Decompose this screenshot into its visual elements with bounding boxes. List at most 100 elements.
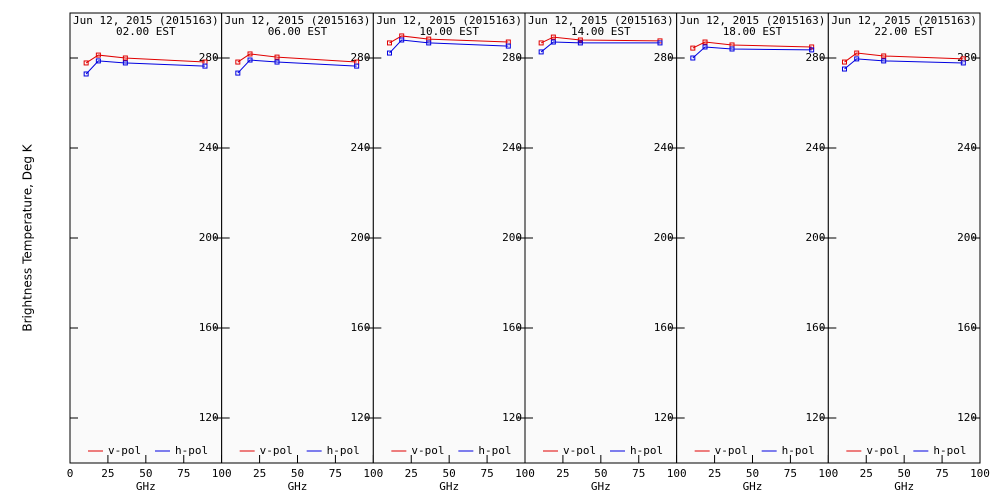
- point-marker: [881, 53, 887, 59]
- panel-frame: [676, 12, 829, 464]
- point-marker: [274, 59, 280, 65]
- y-tick-label: 160: [350, 321, 370, 334]
- y-tick-label: 160: [957, 321, 977, 334]
- point-marker: [538, 40, 544, 46]
- x-axis-label: GHz: [894, 480, 914, 493]
- y-tick-label: 280: [350, 51, 370, 64]
- point-marker: [95, 58, 101, 64]
- point-marker: [399, 37, 405, 43]
- point-marker: [505, 43, 511, 49]
- point-marker: [83, 60, 89, 66]
- panel-frame: [827, 12, 981, 464]
- point-marker: [854, 50, 860, 56]
- y-axis-label: Brightness Temperature, Deg K: [21, 143, 35, 331]
- series-line: [540, 36, 660, 44]
- x-axis-label: GHz: [439, 480, 459, 493]
- series-line: [389, 39, 509, 54]
- y-tick-label: 200: [502, 231, 522, 244]
- panel-subtitle: 22.00 EST: [874, 25, 934, 38]
- y-tick-label: 280: [199, 51, 219, 64]
- x-tick-label: 100: [212, 467, 232, 480]
- y-tick-label: 200: [805, 231, 825, 244]
- panel-frame: [221, 12, 374, 464]
- point-marker: [809, 47, 815, 53]
- legend-label: v-pol: [563, 444, 596, 457]
- y-tick-label: 280: [502, 51, 522, 64]
- x-tick-label: 25: [101, 467, 114, 480]
- x-tick-label: 75: [177, 467, 190, 480]
- legend-label: v-pol: [411, 444, 444, 457]
- y-tick-label: 160: [502, 321, 522, 334]
- point-marker: [577, 40, 583, 46]
- point-marker: [854, 56, 860, 62]
- panel-subtitle: 10.00 EST: [419, 25, 479, 38]
- x-tick-label: 50: [139, 467, 152, 480]
- legend-label: h-pol: [327, 444, 360, 457]
- series-line: [540, 41, 660, 53]
- y-tick-label: 120: [199, 411, 219, 424]
- y-tick-label: 200: [654, 231, 674, 244]
- y-tick-label: 240: [350, 141, 370, 154]
- x-tick-label: 50: [746, 467, 759, 480]
- x-tick-label: 25: [860, 467, 873, 480]
- y-tick-label: 200: [957, 231, 977, 244]
- x-tick-label: 75: [632, 467, 645, 480]
- point-marker: [538, 49, 544, 55]
- panel-frame: [372, 12, 526, 464]
- point-marker: [657, 40, 663, 46]
- point-marker: [274, 54, 280, 60]
- panel-title: Jun 12, 2015 (2015163): [528, 14, 674, 27]
- x-tick-label: 75: [935, 467, 948, 480]
- series-line: [85, 60, 206, 75]
- y-tick-label: 240: [805, 141, 825, 154]
- legend-label: v-pol: [108, 444, 141, 457]
- x-axis-label: GHz: [743, 480, 763, 493]
- panel-subtitle: 06.00 EST: [268, 25, 328, 38]
- point-marker: [702, 44, 708, 50]
- panel-subtitle: 14.00 EST: [571, 25, 631, 38]
- point-marker: [960, 60, 966, 66]
- point-marker: [841, 66, 847, 72]
- point-marker: [202, 63, 208, 69]
- x-tick-label: 100: [363, 467, 383, 480]
- x-tick-label: 50: [898, 467, 911, 480]
- y-tick-label: 120: [502, 411, 522, 424]
- point-marker: [235, 59, 241, 65]
- legend-label: v-pol: [260, 444, 293, 457]
- x-tick-label: 0: [67, 467, 74, 480]
- point-marker: [122, 60, 128, 66]
- y-tick-label: 160: [654, 321, 674, 334]
- legend-label: v-pol: [715, 444, 748, 457]
- x-tick-label: 75: [784, 467, 797, 480]
- point-marker: [550, 39, 556, 45]
- point-marker: [247, 57, 253, 63]
- legend-label: h-pol: [782, 444, 815, 457]
- y-tick-label: 160: [199, 321, 219, 334]
- series-line: [844, 58, 964, 70]
- panel-title: Jun 12, 2015 (2015163): [376, 14, 522, 27]
- point-marker: [841, 59, 847, 65]
- panel-frame: [524, 12, 678, 464]
- x-axis-label: GHz: [136, 480, 156, 493]
- x-tick-label: 100: [667, 467, 687, 480]
- legend-label: h-pol: [175, 444, 208, 457]
- x-tick-label: 25: [405, 467, 418, 480]
- y-tick-label: 240: [957, 141, 977, 154]
- x-axis-label: GHz: [591, 480, 611, 493]
- panel-frame: [69, 12, 223, 464]
- x-axis-label: GHz: [288, 480, 308, 493]
- panel-subtitle: 02.00 EST: [116, 25, 176, 38]
- legend-label: h-pol: [630, 444, 663, 457]
- series-line: [389, 35, 509, 44]
- x-tick-label: 50: [291, 467, 304, 480]
- point-marker: [809, 44, 815, 50]
- x-tick-label: 75: [480, 467, 493, 480]
- panel-title: Jun 12, 2015 (2015163): [680, 14, 826, 27]
- series-line: [237, 59, 357, 74]
- x-tick-label: 25: [556, 467, 569, 480]
- y-tick-label: 240: [199, 141, 219, 154]
- point-marker: [386, 40, 392, 46]
- point-marker: [729, 46, 735, 52]
- point-marker: [702, 39, 708, 45]
